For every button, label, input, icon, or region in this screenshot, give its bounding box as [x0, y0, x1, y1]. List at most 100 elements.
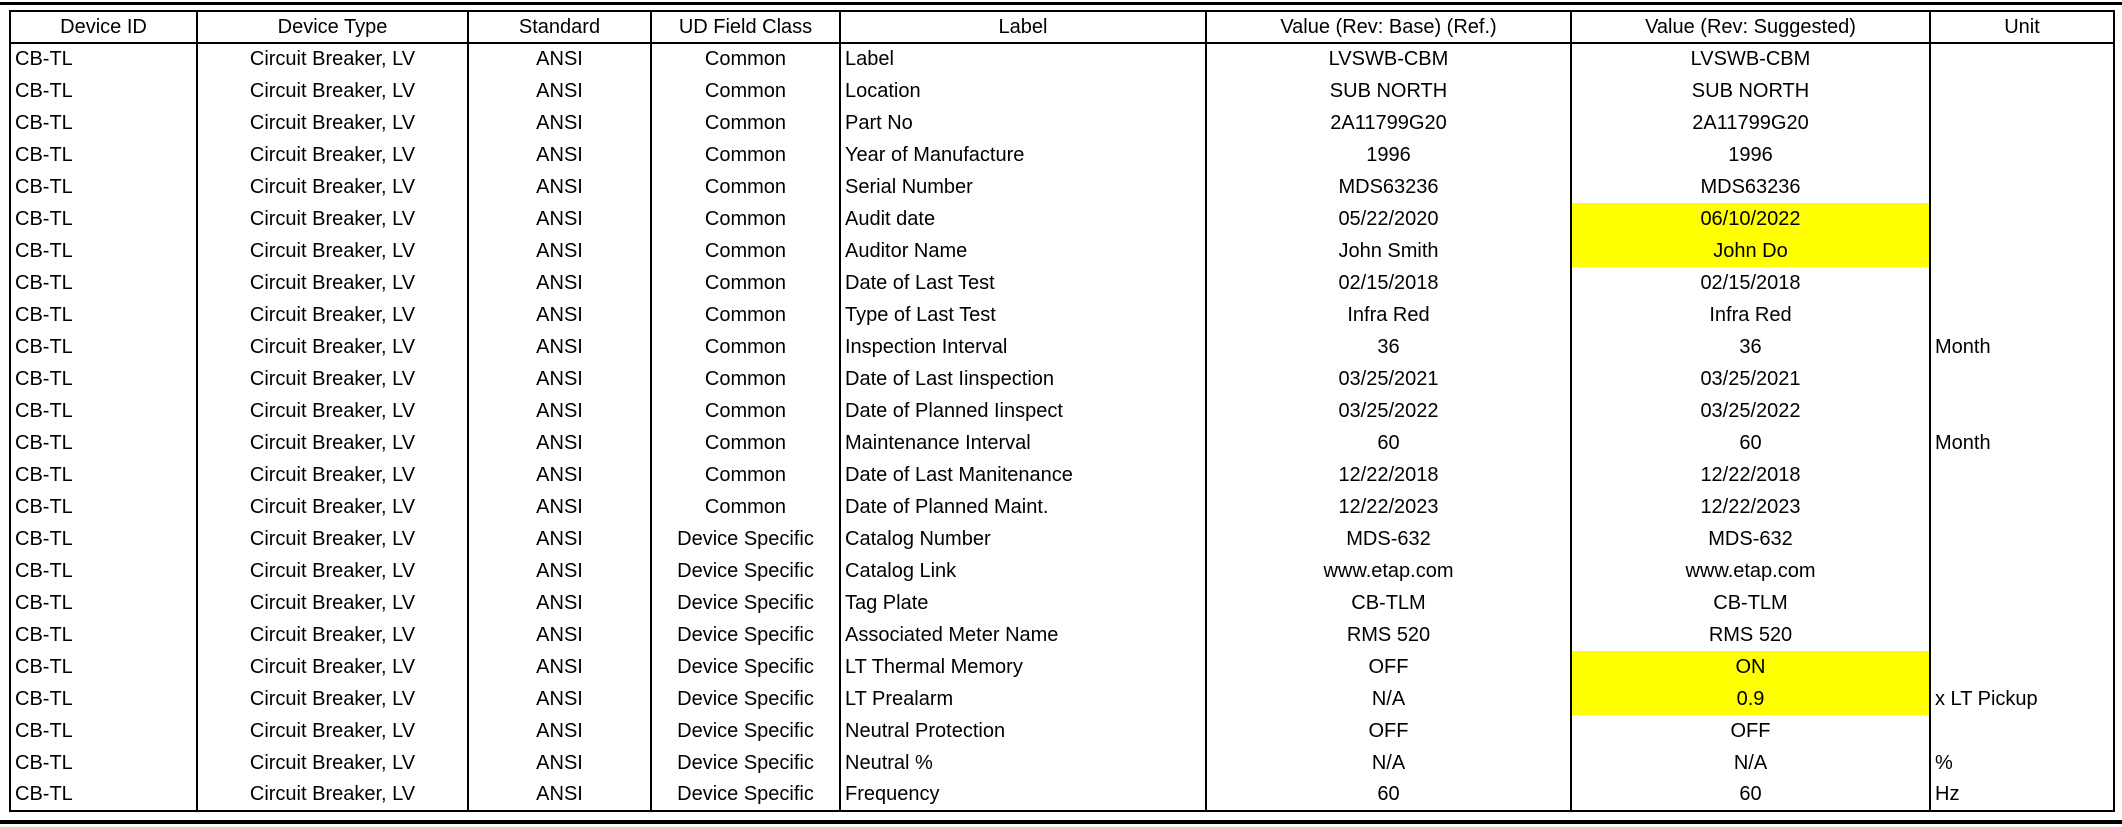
cell-standard: ANSI [467, 75, 652, 107]
cell-standard: ANSI [467, 363, 652, 395]
cell-device-id: CB-TL [9, 107, 198, 139]
cell-label: Catalog Number [839, 523, 1207, 555]
cell-unit [1929, 715, 2115, 747]
cell-ud-field-class: Device Specific [650, 587, 841, 619]
cell-unit [1929, 235, 2115, 267]
cell-label: Neutral Protection [839, 715, 1207, 747]
cell-device-id: CB-TL [9, 75, 198, 107]
cell-device-type: Circuit Breaker, LV [196, 523, 469, 555]
cell-label: Date of Planned Iinspect [839, 395, 1207, 427]
cell-unit [1929, 619, 2115, 651]
cell-device-type: Circuit Breaker, LV [196, 619, 469, 651]
cell-value-suggested: 60 [1570, 427, 1931, 459]
cell-ud-field-class: Common [650, 427, 841, 459]
bottom-rule [0, 820, 2122, 824]
cell-standard: ANSI [467, 107, 652, 139]
table-row: CB-TL Circuit Breaker, LV ANSI Device Sp… [9, 779, 2115, 811]
cell-value-suggested: 2A11799G20 [1570, 107, 1931, 139]
cell-standard: ANSI [467, 491, 652, 523]
cell-device-id: CB-TL [9, 267, 198, 299]
cell-ud-field-class: Common [650, 459, 841, 491]
table-row: CB-TL Circuit Breaker, LV ANSI Device Sp… [9, 619, 2115, 651]
cell-unit [1929, 459, 2115, 491]
cell-device-type: Circuit Breaker, LV [196, 107, 469, 139]
cell-label: Neutral % [839, 747, 1207, 779]
cell-standard: ANSI [467, 747, 652, 779]
cell-device-id: CB-TL [9, 619, 198, 651]
col-header-device-type: Device Type [196, 11, 469, 44]
table-row: CB-TL Circuit Breaker, LV ANSI Common Da… [9, 267, 2115, 299]
table-row: CB-TL Circuit Breaker, LV ANSI Common Lo… [9, 75, 2115, 107]
cell-value-base: 60 [1205, 779, 1572, 811]
cell-ud-field-class: Device Specific [650, 555, 841, 587]
cell-device-type: Circuit Breaker, LV [196, 43, 469, 75]
cell-value-base: N/A [1205, 683, 1572, 715]
cell-unit [1929, 363, 2115, 395]
cell-device-id: CB-TL [9, 555, 198, 587]
cell-value-base: 2A11799G20 [1205, 107, 1572, 139]
cell-device-id: CB-TL [9, 587, 198, 619]
table-row: CB-TL Circuit Breaker, LV ANSI Common Pa… [9, 107, 2115, 139]
cell-value-suggested: 0.9 [1570, 683, 1931, 715]
cell-unit: % [1929, 747, 2115, 779]
cell-standard: ANSI [467, 299, 652, 331]
cell-unit [1929, 139, 2115, 171]
cell-standard: ANSI [467, 139, 652, 171]
cell-standard: ANSI [467, 203, 652, 235]
table-row: CB-TL Circuit Breaker, LV ANSI Common Au… [9, 235, 2115, 267]
table-row: CB-TL Circuit Breaker, LV ANSI Common Da… [9, 395, 2115, 427]
cell-unit: x LT Pickup [1929, 683, 2115, 715]
cell-ud-field-class: Common [650, 139, 841, 171]
cell-ud-field-class: Common [650, 171, 841, 203]
cell-label: LT Thermal Memory [839, 651, 1207, 683]
cell-ud-field-class: Device Specific [650, 651, 841, 683]
cell-unit [1929, 587, 2115, 619]
cell-standard: ANSI [467, 779, 652, 811]
cell-unit [1929, 267, 2115, 299]
cell-value-suggested: Infra Red [1570, 299, 1931, 331]
cell-standard: ANSI [467, 267, 652, 299]
cell-label: Maintenance Interval [839, 427, 1207, 459]
cell-label: Auditor Name [839, 235, 1207, 267]
cell-ud-field-class: Common [650, 331, 841, 363]
cell-unit [1929, 555, 2115, 587]
cell-label: Year of Manufacture [839, 139, 1207, 171]
cell-device-id: CB-TL [9, 235, 198, 267]
col-header-label: Label [839, 11, 1207, 44]
cell-ud-field-class: Device Specific [650, 747, 841, 779]
cell-unit [1929, 171, 2115, 203]
cell-device-id: CB-TL [9, 459, 198, 491]
cell-device-type: Circuit Breaker, LV [196, 363, 469, 395]
cell-device-type: Circuit Breaker, LV [196, 235, 469, 267]
cell-device-type: Circuit Breaker, LV [196, 203, 469, 235]
cell-device-type: Circuit Breaker, LV [196, 587, 469, 619]
cell-ud-field-class: Common [650, 491, 841, 523]
cell-value-base: Infra Red [1205, 299, 1572, 331]
cell-standard: ANSI [467, 171, 652, 203]
cell-value-suggested: OFF [1570, 715, 1931, 747]
cell-device-type: Circuit Breaker, LV [196, 747, 469, 779]
cell-label: Type of Last Test [839, 299, 1207, 331]
cell-unit [1929, 203, 2115, 235]
table-row: CB-TL Circuit Breaker, LV ANSI Common Ye… [9, 139, 2115, 171]
cell-device-id: CB-TL [9, 331, 198, 363]
cell-device-type: Circuit Breaker, LV [196, 683, 469, 715]
cell-ud-field-class: Common [650, 363, 841, 395]
col-header-value-suggested: Value (Rev: Suggested) [1570, 11, 1931, 44]
cell-unit [1929, 107, 2115, 139]
cell-device-id: CB-TL [9, 683, 198, 715]
cell-value-suggested: 12/22/2018 [1570, 459, 1931, 491]
cell-label: Serial Number [839, 171, 1207, 203]
cell-label: Frequency [839, 779, 1207, 811]
cell-label: Part No [839, 107, 1207, 139]
cell-unit [1929, 299, 2115, 331]
cell-value-base: N/A [1205, 747, 1572, 779]
table-row: CB-TL Circuit Breaker, LV ANSI Device Sp… [9, 523, 2115, 555]
table-row: CB-TL Circuit Breaker, LV ANSI Device Sp… [9, 747, 2115, 779]
cell-label: Catalog Link [839, 555, 1207, 587]
cell-unit [1929, 523, 2115, 555]
cell-standard: ANSI [467, 651, 652, 683]
cell-label: Tag Plate [839, 587, 1207, 619]
cell-unit [1929, 491, 2115, 523]
